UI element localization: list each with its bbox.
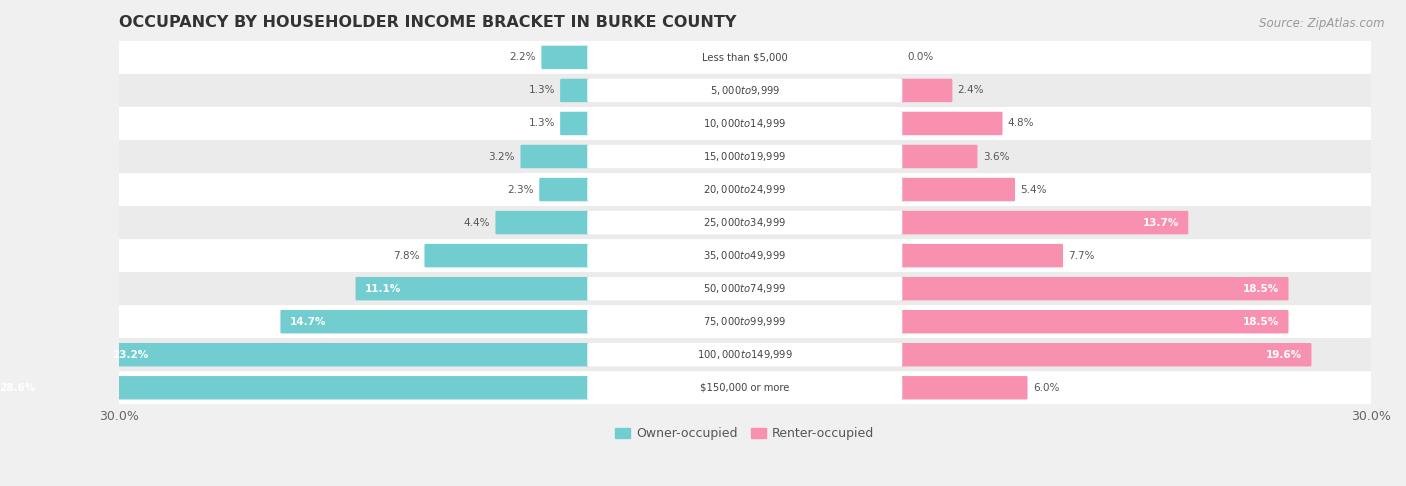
FancyBboxPatch shape: [541, 46, 589, 69]
Text: $100,000 to $149,999: $100,000 to $149,999: [697, 348, 793, 361]
Text: $150,000 or more: $150,000 or more: [700, 383, 790, 393]
FancyBboxPatch shape: [900, 79, 952, 102]
FancyBboxPatch shape: [520, 145, 589, 168]
Text: $20,000 to $24,999: $20,000 to $24,999: [703, 183, 786, 196]
FancyBboxPatch shape: [495, 211, 589, 234]
FancyBboxPatch shape: [588, 343, 903, 366]
FancyBboxPatch shape: [588, 277, 903, 300]
FancyBboxPatch shape: [588, 112, 903, 135]
FancyBboxPatch shape: [588, 145, 903, 168]
FancyBboxPatch shape: [900, 376, 1028, 399]
FancyBboxPatch shape: [108, 305, 1382, 338]
Text: $35,000 to $49,999: $35,000 to $49,999: [703, 249, 786, 262]
FancyBboxPatch shape: [108, 74, 1382, 107]
FancyBboxPatch shape: [900, 277, 1288, 300]
Text: 0.0%: 0.0%: [908, 52, 934, 62]
Text: 4.4%: 4.4%: [464, 218, 491, 227]
FancyBboxPatch shape: [103, 343, 589, 366]
Text: 7.7%: 7.7%: [1069, 251, 1095, 260]
Text: 6.0%: 6.0%: [1033, 383, 1059, 393]
Text: 18.5%: 18.5%: [1243, 284, 1279, 294]
FancyBboxPatch shape: [900, 343, 1312, 366]
Text: 3.6%: 3.6%: [983, 152, 1010, 161]
FancyBboxPatch shape: [108, 371, 1382, 404]
Text: 4.8%: 4.8%: [1008, 119, 1035, 128]
FancyBboxPatch shape: [588, 310, 903, 333]
FancyBboxPatch shape: [108, 272, 1382, 305]
FancyBboxPatch shape: [108, 107, 1382, 140]
Text: $75,000 to $99,999: $75,000 to $99,999: [703, 315, 786, 328]
FancyBboxPatch shape: [356, 277, 589, 300]
Text: 1.3%: 1.3%: [529, 86, 555, 95]
FancyBboxPatch shape: [900, 145, 977, 168]
FancyBboxPatch shape: [108, 41, 1382, 74]
Text: OCCUPANCY BY HOUSEHOLDER INCOME BRACKET IN BURKE COUNTY: OCCUPANCY BY HOUSEHOLDER INCOME BRACKET …: [118, 15, 735, 30]
FancyBboxPatch shape: [425, 244, 589, 267]
Text: 11.1%: 11.1%: [364, 284, 401, 294]
Text: 19.6%: 19.6%: [1265, 350, 1302, 360]
FancyBboxPatch shape: [588, 46, 903, 69]
FancyBboxPatch shape: [900, 112, 1002, 135]
Text: 2.2%: 2.2%: [509, 52, 536, 62]
FancyBboxPatch shape: [900, 211, 1188, 234]
FancyBboxPatch shape: [108, 338, 1382, 371]
FancyBboxPatch shape: [280, 310, 589, 333]
FancyBboxPatch shape: [588, 211, 903, 234]
FancyBboxPatch shape: [900, 310, 1288, 333]
Text: 2.4%: 2.4%: [957, 86, 984, 95]
Text: $10,000 to $14,999: $10,000 to $14,999: [703, 117, 786, 130]
FancyBboxPatch shape: [560, 79, 589, 102]
Text: $15,000 to $19,999: $15,000 to $19,999: [703, 150, 786, 163]
FancyBboxPatch shape: [588, 79, 903, 102]
Legend: Owner-occupied, Renter-occupied: Owner-occupied, Renter-occupied: [610, 422, 879, 445]
FancyBboxPatch shape: [108, 206, 1382, 239]
FancyBboxPatch shape: [588, 244, 903, 267]
FancyBboxPatch shape: [900, 244, 1063, 267]
FancyBboxPatch shape: [108, 140, 1382, 173]
Text: Less than $5,000: Less than $5,000: [702, 52, 787, 62]
FancyBboxPatch shape: [540, 178, 589, 201]
FancyBboxPatch shape: [108, 239, 1382, 272]
FancyBboxPatch shape: [108, 173, 1382, 206]
Text: 3.2%: 3.2%: [489, 152, 515, 161]
Text: $50,000 to $74,999: $50,000 to $74,999: [703, 282, 786, 295]
Text: Source: ZipAtlas.com: Source: ZipAtlas.com: [1260, 17, 1385, 30]
FancyBboxPatch shape: [0, 376, 589, 399]
Text: 5.4%: 5.4%: [1021, 185, 1047, 194]
Text: 23.2%: 23.2%: [112, 350, 149, 360]
Text: $25,000 to $34,999: $25,000 to $34,999: [703, 216, 786, 229]
Text: 18.5%: 18.5%: [1243, 317, 1279, 327]
Text: 1.3%: 1.3%: [529, 119, 555, 128]
Text: 14.7%: 14.7%: [290, 317, 326, 327]
Text: $5,000 to $9,999: $5,000 to $9,999: [710, 84, 780, 97]
FancyBboxPatch shape: [588, 178, 903, 201]
FancyBboxPatch shape: [560, 112, 589, 135]
Text: 28.6%: 28.6%: [0, 383, 35, 393]
Text: 7.8%: 7.8%: [392, 251, 419, 260]
FancyBboxPatch shape: [588, 376, 903, 399]
FancyBboxPatch shape: [900, 178, 1015, 201]
Text: 2.3%: 2.3%: [508, 185, 534, 194]
Text: 13.7%: 13.7%: [1143, 218, 1180, 227]
